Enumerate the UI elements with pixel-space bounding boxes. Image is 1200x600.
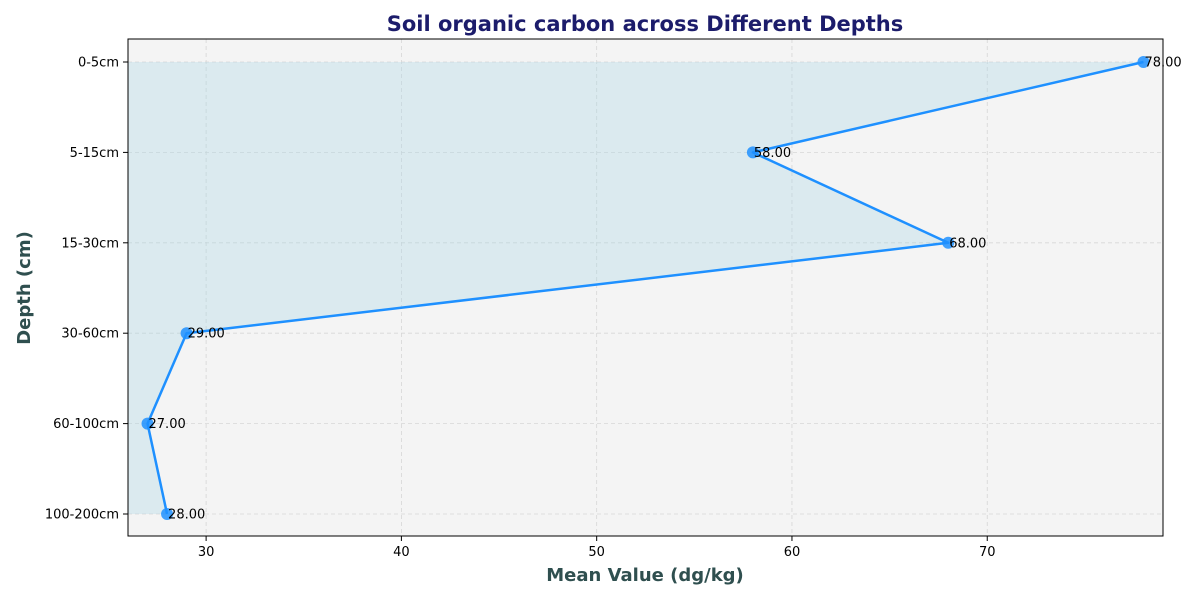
chart-title: Soil organic carbon across Different Dep… [387, 12, 904, 36]
data-point [161, 508, 174, 520]
markers [141, 56, 1150, 520]
data-label: 68.00 [949, 236, 986, 251]
plot-frame [127, 38, 1164, 537]
x-ticks: 30 40 50 60 70 [198, 536, 996, 560]
x-tick-label: 60 [784, 545, 801, 560]
x-tick-label: 50 [588, 545, 605, 560]
y-tick-label: 15-30cm [61, 236, 119, 251]
y-axis-label: Depth (cm) [14, 231, 35, 345]
data-label: 58.00 [754, 146, 791, 161]
data-label: 28.00 [168, 508, 205, 523]
data-label: 27.00 [149, 417, 186, 432]
y-tick-label: 0-5cm [78, 56, 119, 71]
y-tick-label: 5-15cm [70, 146, 119, 161]
x-tick-label: 70 [979, 545, 996, 560]
x-tick-label: 30 [198, 545, 215, 560]
y-tick-label: 60-100cm [53, 417, 119, 432]
plot-area [128, 39, 1163, 536]
y-tick-label: 100-200cm [45, 508, 119, 523]
data-point [942, 236, 955, 249]
data-point [746, 146, 759, 159]
data-point [141, 417, 154, 430]
data-point [1137, 56, 1150, 68]
x-axis-label: Mean Value (dg/kg) [546, 565, 744, 586]
grid [128, 39, 1163, 536]
data-label: 29.00 [188, 327, 225, 342]
y-ticks: 0-5cm 5-15cm 15-30cm 30-60cm 60-100cm 100-200… [45, 56, 128, 523]
series-line [146, 60, 1144, 515]
area-fill [128, 62, 1144, 514]
data-point [180, 327, 193, 340]
y-tick-label: 30-60cm [61, 327, 119, 342]
x-tick-label: 40 [393, 545, 410, 560]
